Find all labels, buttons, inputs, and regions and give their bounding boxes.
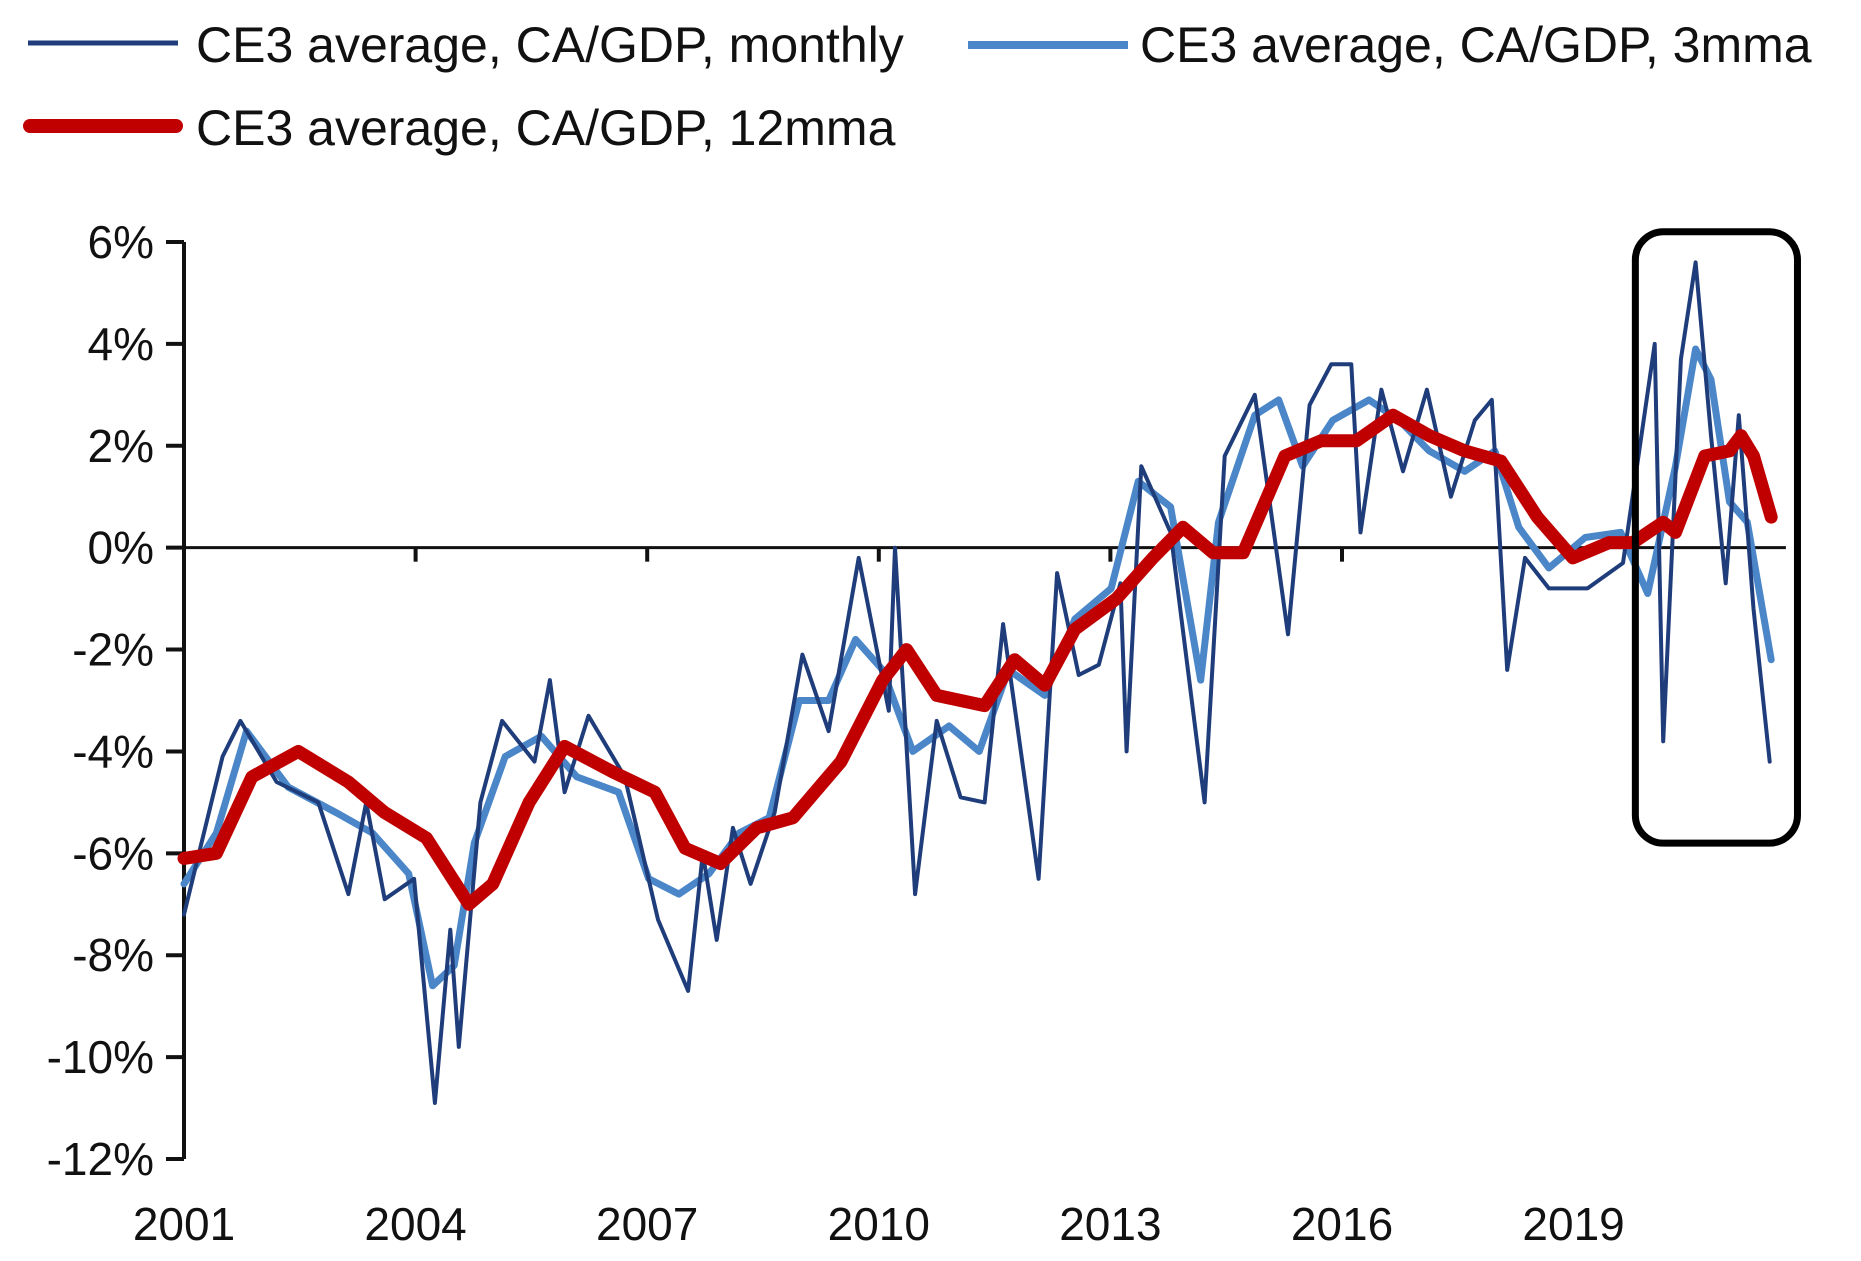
- x-tick-label: 2016: [1291, 1198, 1393, 1250]
- x-tick-label: 2019: [1522, 1198, 1624, 1250]
- legend-label-12mma: CE3 average, CA/GDP, 12mma: [196, 100, 896, 156]
- annotation-layer: [1631, 228, 1801, 847]
- y-tick-label: -2%: [72, 624, 154, 676]
- x-tick-label: 2001: [133, 1198, 235, 1250]
- y-tick-label: 2%: [88, 420, 154, 472]
- x-axis: 2001 2004 2007 2010 2013 2016 2019: [133, 546, 1786, 1250]
- legend-item-3mma: CE3 average, CA/GDP, 3mma: [968, 17, 1812, 73]
- y-tick-label: -6%: [72, 827, 154, 879]
- y-axis: 6% 4% 2% 0% -2% -4% -6% -8% -10% -12%: [47, 216, 186, 1185]
- series-line-12mma: [177, 408, 1778, 911]
- y-tick-label: 6%: [88, 216, 154, 268]
- x-tick-label: 2013: [1059, 1198, 1161, 1250]
- y-tick-label: -10%: [47, 1031, 154, 1083]
- legend: CE3 average, CA/GDP, monthly CE3 average…: [23, 17, 1812, 156]
- series-layer: [177, 260, 1778, 1105]
- highlight-box: [1631, 228, 1801, 847]
- y-tick-label: -12%: [47, 1133, 154, 1185]
- series-line-3mma: [180, 345, 1775, 990]
- x-tick-label: 2007: [596, 1198, 698, 1250]
- legend-label-monthly: CE3 average, CA/GDP, monthly: [196, 17, 904, 73]
- x-tick-label: 2010: [828, 1198, 930, 1250]
- series-line-monthly: [182, 260, 1772, 1105]
- legend-item-monthly: CE3 average, CA/GDP, monthly: [28, 17, 904, 73]
- y-tick-label: -4%: [72, 725, 154, 777]
- legend-item-12mma: CE3 average, CA/GDP, 12mma: [23, 100, 896, 156]
- x-tick-label: 2004: [364, 1198, 466, 1250]
- y-tick-label: 0%: [88, 522, 154, 574]
- legend-label-3mma: CE3 average, CA/GDP, 3mma: [1140, 17, 1812, 73]
- y-tick-label: 4%: [88, 318, 154, 370]
- y-tick-label: -8%: [72, 929, 154, 981]
